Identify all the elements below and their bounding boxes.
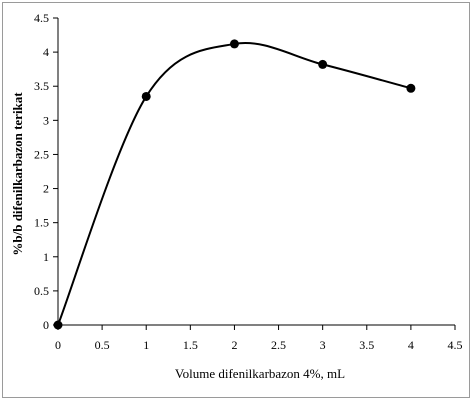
y-tick-label: 3 bbox=[43, 113, 49, 127]
x-axis-title: Volume difenilkarbazon 4%, mL bbox=[175, 366, 345, 381]
x-tick-label: 1 bbox=[143, 338, 149, 352]
x-tick-label: 3.5 bbox=[359, 338, 374, 352]
data-point bbox=[318, 59, 328, 69]
y-tick-label: 3.5 bbox=[34, 79, 49, 93]
data-point bbox=[141, 91, 151, 101]
data-point bbox=[406, 83, 416, 93]
x-tick-label: 0 bbox=[55, 338, 61, 352]
y-tick-label: 4.5 bbox=[34, 11, 49, 25]
chart-frame bbox=[2, 2, 470, 398]
axes bbox=[57, 18, 455, 326]
y-tick-label: 1 bbox=[43, 250, 49, 264]
data-point bbox=[229, 39, 239, 49]
y-ticks: 0 0.5 1 1.5 2 2.5 3 3.5 4 4.5 bbox=[34, 11, 58, 332]
y-tick-label: 2.5 bbox=[34, 147, 49, 161]
x-tick-label: 4.5 bbox=[448, 338, 463, 352]
data-curve bbox=[57, 41, 412, 326]
y-axis-title: %b/b difenilkarbazon terikat bbox=[10, 92, 25, 256]
x-tick-label: 3 bbox=[320, 338, 326, 352]
data-point bbox=[53, 320, 63, 330]
x-tick-label: 4 bbox=[408, 338, 414, 352]
x-tick-label: 2 bbox=[231, 338, 237, 352]
x-tick-label: 2.5 bbox=[271, 338, 286, 352]
y-tick-label: 2 bbox=[43, 182, 49, 196]
x-tick-label: 1.5 bbox=[183, 338, 198, 352]
x-ticks: 0 0.5 1 1.5 2 2.5 3 3.5 4 4.5 bbox=[55, 325, 463, 352]
y-tick-label: 0 bbox=[43, 318, 49, 332]
y-tick-label: 0.5 bbox=[34, 284, 49, 298]
x-tick-label: 0.5 bbox=[95, 338, 110, 352]
data-markers bbox=[53, 39, 416, 330]
y-tick-label: 1.5 bbox=[34, 216, 49, 230]
y-tick-label: 4 bbox=[43, 45, 49, 59]
